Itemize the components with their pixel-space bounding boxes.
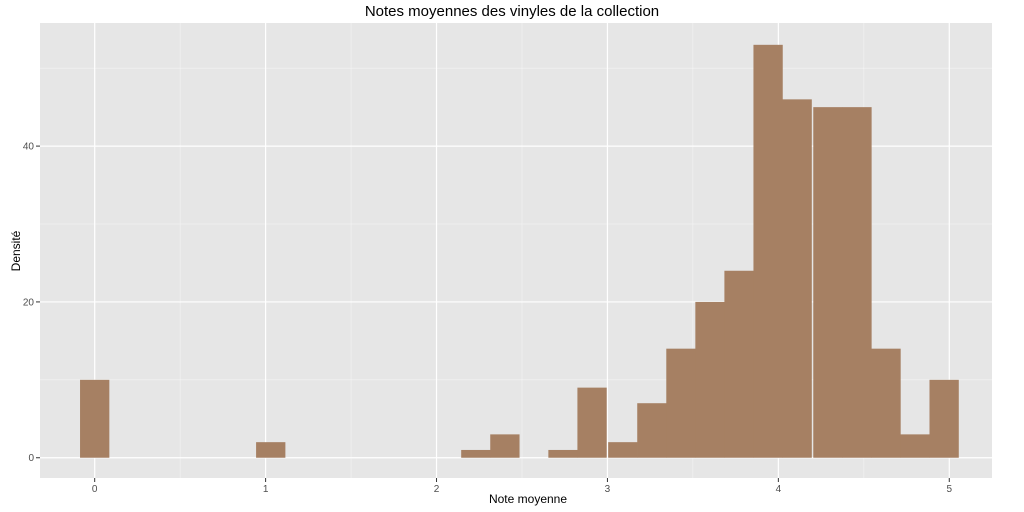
- histogram-bar: [842, 107, 872, 458]
- x-tick-label: 3: [605, 484, 611, 495]
- x-tick-label: 5: [946, 484, 952, 495]
- histogram-bar: [666, 348, 696, 458]
- chart-title: Notes moyennes des vinyles de la collect…: [364, 3, 660, 20]
- y-tick-label: 0: [28, 453, 34, 464]
- histogram-bar: [782, 99, 812, 458]
- histogram-bar: [608, 442, 638, 458]
- x-tick-label: 0: [92, 484, 98, 495]
- histogram-bar: [637, 403, 667, 458]
- x-tick-label: 1: [263, 484, 269, 495]
- histogram-bar: [461, 449, 491, 458]
- x-tick-label: 4: [776, 484, 782, 495]
- y-tick-label: 40: [23, 142, 35, 153]
- histogram-bar: [929, 379, 959, 458]
- histogram-bar: [548, 449, 578, 458]
- y-axis-label: Densité: [9, 230, 23, 272]
- y-tick-label: 20: [23, 297, 35, 308]
- histogram-bar: [753, 44, 783, 458]
- histogram-bar: [490, 434, 520, 458]
- x-axis-label: Note moyenne: [488, 492, 568, 506]
- histogram-bar: [724, 270, 754, 458]
- histogram-bar: [256, 442, 286, 458]
- histogram-bar: [813, 107, 843, 458]
- histogram-bar: [871, 348, 901, 458]
- histogram-bar: [577, 387, 607, 458]
- histogram-bar: [80, 379, 110, 458]
- histogram-bar: [900, 434, 930, 458]
- histogram-bar: [695, 301, 725, 458]
- x-tick-label: 2: [434, 484, 440, 495]
